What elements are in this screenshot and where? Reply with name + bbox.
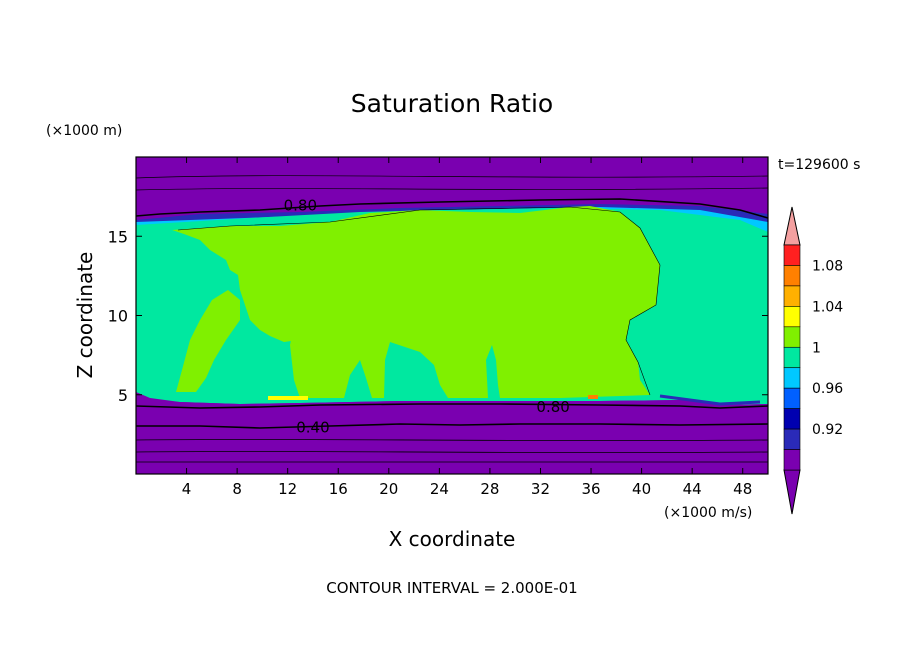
contour-label-group: 0.80 0.80 0.40 xyxy=(284,197,570,437)
contour-line-0.40 xyxy=(136,423,769,429)
colorbar-label: 1 xyxy=(812,340,821,356)
y-axis-label: Z coordinate xyxy=(73,252,97,379)
colorbar-band xyxy=(783,265,801,287)
x-unit-label: (×1000 m/s) xyxy=(664,505,752,521)
colorbar-band xyxy=(783,285,801,307)
contour-label: 0.40 xyxy=(296,418,329,436)
contour-line-0.80-top xyxy=(135,198,769,219)
colorbar: 1.08 1.04 1 0.96 0.92 xyxy=(783,206,843,515)
lower-contour-line xyxy=(135,439,769,441)
y-tick-label: 10 xyxy=(108,307,128,326)
colorbar-band xyxy=(783,244,801,266)
x-axis-ticks: 4 8 12 16 20 24 28 32 36 40 44 48 xyxy=(182,157,752,498)
colorbar-band xyxy=(783,408,801,430)
time-label: t=129600 s xyxy=(778,157,860,173)
x-tick-label: 40 xyxy=(632,480,651,498)
contour-interval-note: CONTOUR INTERVAL = 2.000E-01 xyxy=(326,579,577,597)
green-region xyxy=(172,206,660,398)
x-tick-label: 44 xyxy=(683,480,702,498)
plot-area xyxy=(135,156,769,475)
colorbar-band xyxy=(783,306,801,328)
yellow-patch xyxy=(268,396,308,400)
colorbar-label: 1.04 xyxy=(812,299,843,315)
x-tick-label: 8 xyxy=(232,480,242,498)
x-tick-label: 16 xyxy=(329,480,348,498)
y-axis-ticks: 5 10 15 xyxy=(108,227,768,405)
x-tick-label: 28 xyxy=(480,480,499,498)
x-tick-label: 12 xyxy=(278,480,297,498)
colorbar-min-arrow xyxy=(783,469,801,515)
colorbar-band xyxy=(783,326,801,348)
colorbar-band xyxy=(783,367,801,389)
lower-purple-band xyxy=(136,400,768,474)
colorbar-max-arrow xyxy=(783,206,801,246)
x-tick-label: 48 xyxy=(733,480,752,498)
upper-contour-line xyxy=(135,187,769,191)
x-tick-label: 4 xyxy=(182,480,192,498)
contour-line-0.80-bottom xyxy=(135,403,769,409)
x-tick-label: 36 xyxy=(581,480,600,498)
y-tick-label: 5 xyxy=(118,386,128,405)
chart-title: Saturation Ratio xyxy=(351,89,553,118)
colorbar-band xyxy=(783,428,801,450)
y-tick-label: 15 xyxy=(108,227,128,246)
teal-green-contour xyxy=(177,206,661,396)
x-tick-label: 32 xyxy=(531,480,550,498)
upper-contour-line xyxy=(135,175,769,179)
colorbar-band xyxy=(783,449,801,471)
contour-label: 0.80 xyxy=(284,197,317,215)
contour-label: 0.80 xyxy=(536,398,569,416)
lower-contour-line xyxy=(135,461,769,463)
colorbar-label: 0.92 xyxy=(812,422,843,438)
colorbar-band xyxy=(783,387,801,409)
x-axis-label: X coordinate xyxy=(389,527,516,551)
colorbar-band xyxy=(783,346,801,369)
x-tick-label: 24 xyxy=(430,480,449,498)
colorbar-label: 1.08 xyxy=(812,258,843,274)
colorbar-label: 0.96 xyxy=(812,381,843,397)
orange-patch xyxy=(588,395,598,399)
y-unit-label: (×1000 m) xyxy=(46,123,122,139)
blue-edge xyxy=(659,394,761,406)
x-tick-label: 20 xyxy=(379,480,398,498)
lower-contour-line xyxy=(135,451,769,453)
green-strip-left xyxy=(176,290,240,392)
